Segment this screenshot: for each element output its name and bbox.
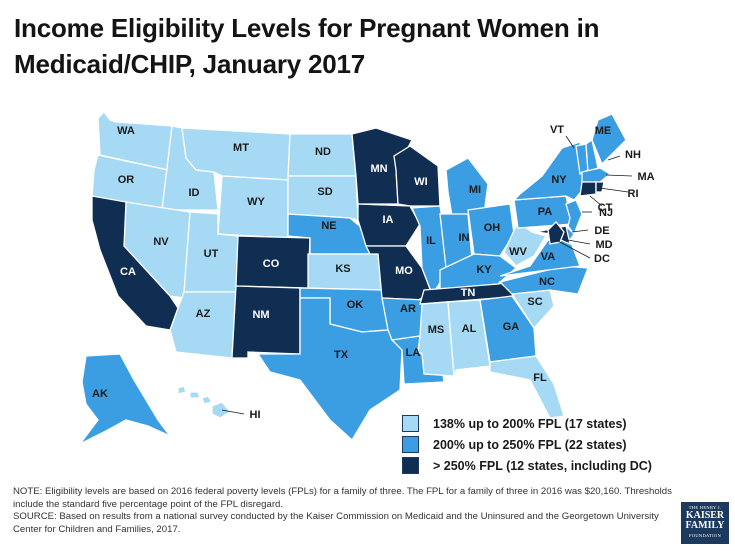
note-text: NOTE: Eligibility levels are based on 20… — [13, 486, 672, 510]
state-label-or: OR — [118, 174, 135, 186]
state-shapes — [79, 111, 627, 445]
state-label-ms: MS — [428, 324, 445, 336]
legend-swatch-mid — [402, 436, 419, 453]
state-label-il: IL — [426, 235, 436, 247]
state-hi — [177, 385, 187, 395]
state-label-hi: HI — [250, 409, 261, 421]
logo-line-3: FAMILY — [685, 520, 725, 531]
state-label-tn: TN — [461, 287, 476, 299]
state-tx — [256, 297, 403, 442]
logo-line-2: KAISER — [685, 510, 725, 521]
legend-item-light: 138% up to 200% FPL (17 states) — [402, 413, 652, 434]
state-fl — [489, 355, 565, 419]
state-label-nv: NV — [153, 236, 169, 248]
state-label-wv: WV — [509, 246, 527, 258]
kff-logo: THE HENRY J. KAISER FAMILY FOUNDATION — [681, 502, 729, 544]
state-label-ar: AR — [400, 303, 416, 315]
page-title: Income Eligibility Levels for Pregnant W… — [14, 13, 600, 79]
state-hi — [189, 391, 201, 399]
state-label-nj: NJ — [599, 207, 613, 219]
state-label-ia: IA — [383, 214, 394, 226]
state-ga — [479, 295, 537, 363]
state-label-ri: RI — [628, 188, 639, 200]
state-label-tx: TX — [334, 349, 349, 361]
state-label-nm: NM — [252, 309, 269, 321]
pointer-lines — [221, 135, 633, 415]
legend-label-mid: 200% up to 250% FPL (22 states) — [433, 437, 627, 452]
state-ak — [79, 353, 171, 445]
state-mi — [445, 157, 489, 217]
logo-line-4: FOUNDATION — [689, 533, 721, 538]
state-me — [591, 113, 627, 166]
state-label-oh: OH — [484, 222, 501, 234]
state-label-mo: MO — [395, 265, 413, 277]
state-label-ca: CA — [120, 266, 136, 278]
state-label-dc: DC — [594, 253, 610, 265]
state-label-sc: SC — [527, 296, 542, 308]
state-label-in: IN — [459, 232, 470, 244]
footnotes: NOTE: Eligibility levels are based on 20… — [13, 486, 673, 536]
state-hi — [201, 395, 214, 405]
state-label-md: MD — [595, 239, 612, 251]
state-label-fl: FL — [533, 372, 547, 384]
state-dc — [547, 221, 565, 245]
state-label-wa: WA — [117, 125, 135, 137]
state-nm — [231, 285, 301, 359]
state-ct — [579, 181, 597, 197]
state-label-ky: KY — [476, 264, 492, 276]
state-label-ok: OK — [347, 299, 364, 311]
legend-label-light: 138% up to 200% FPL (17 states) — [433, 416, 627, 431]
state-label-va: VA — [541, 251, 556, 263]
legend: 138% up to 200% FPL (17 states) 200% up … — [402, 413, 652, 476]
state-label-ak: AK — [92, 388, 108, 400]
state-label-la: LA — [406, 347, 421, 359]
state-labels: WA OR ID MT WY NV UT AZ CA CO NM ND SD N… — [92, 124, 655, 421]
state-label-ne: NE — [321, 220, 336, 232]
state-label-vt: VT — [550, 124, 564, 136]
state-ca — [91, 195, 179, 331]
state-label-de: DE — [594, 225, 609, 237]
state-label-ma: MA — [637, 171, 654, 183]
state-label-co: CO — [263, 258, 280, 270]
state-label-az: AZ — [196, 308, 211, 320]
legend-swatch-dark — [402, 457, 419, 474]
state-al — [447, 299, 491, 377]
source-text: SOURCE: Based on results from a national… — [13, 511, 659, 535]
state-ri — [595, 181, 605, 193]
state-label-ct: CT — [598, 202, 613, 214]
legend-label-dark: > 250% FPL (12 states, including DC) — [433, 458, 652, 473]
state-label-nh: NH — [625, 149, 641, 161]
state-label-wy: WY — [247, 196, 265, 208]
legend-item-mid: 200% up to 250% FPL (22 states) — [402, 434, 652, 455]
state-label-ga: GA — [503, 321, 520, 333]
state-label-mi: MI — [469, 184, 481, 196]
state-az — [169, 291, 237, 359]
state-label-wi: WI — [414, 176, 427, 188]
state-label-al: AL — [462, 323, 477, 335]
state-label-mt: MT — [233, 142, 249, 154]
state-label-me: ME — [595, 125, 612, 137]
logo-line-1: THE HENRY J. — [688, 505, 722, 510]
state-label-id: ID — [189, 187, 200, 199]
legend-item-dark: > 250% FPL (12 states, including DC) — [402, 455, 652, 476]
state-wi — [393, 145, 441, 207]
state-label-sd: SD — [317, 186, 332, 198]
state-label-ks: KS — [335, 263, 350, 275]
state-label-pa: PA — [538, 206, 553, 218]
state-ma — [581, 167, 612, 183]
state-ny — [512, 141, 587, 201]
legend-swatch-light — [402, 415, 419, 432]
state-label-mn: MN — [370, 163, 387, 175]
state-label-ny: NY — [551, 174, 567, 186]
state-label-nd: ND — [315, 146, 331, 158]
state-label-ut: UT — [204, 248, 219, 260]
state-label-nc: NC — [539, 276, 555, 288]
state-hi — [211, 401, 231, 419]
state-sd — [287, 175, 359, 221]
